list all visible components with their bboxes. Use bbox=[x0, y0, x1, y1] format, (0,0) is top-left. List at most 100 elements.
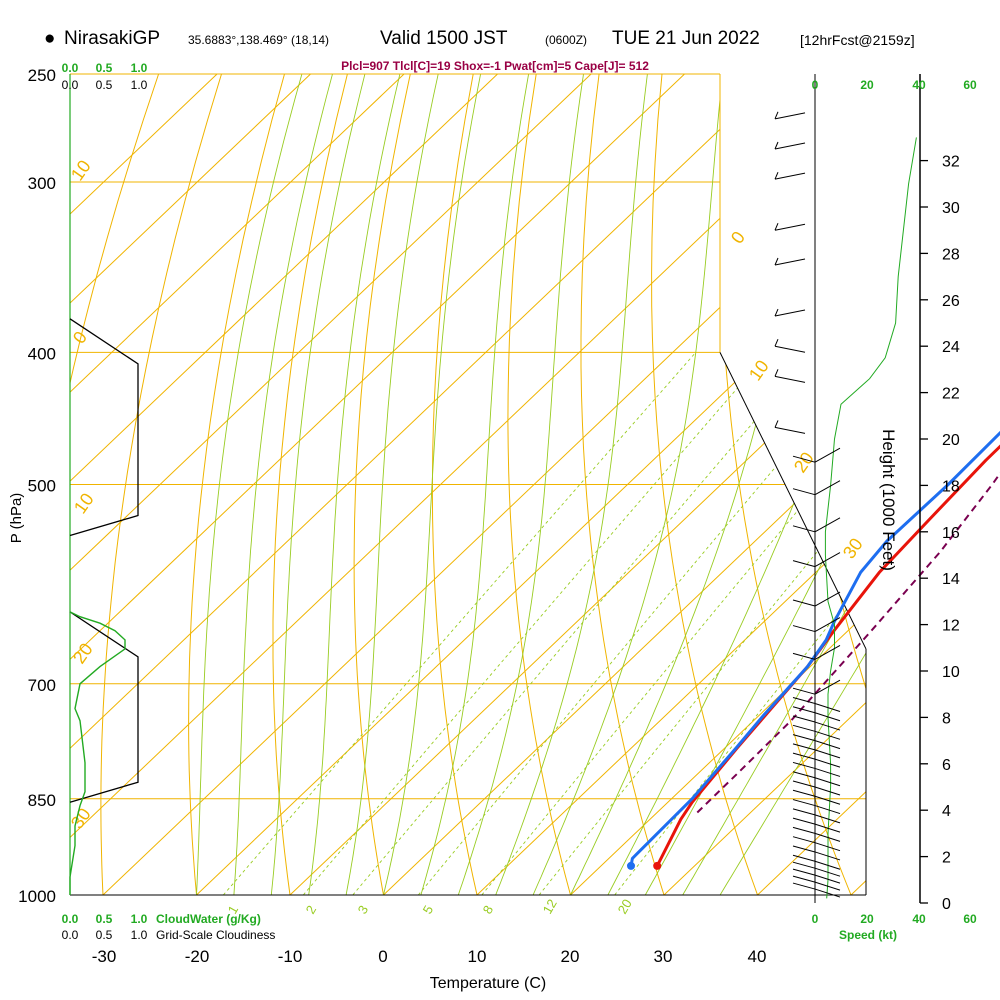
mixing-ratio-label: 20 bbox=[615, 896, 635, 916]
valid-date: TUE 21 Jun 2022 bbox=[612, 28, 760, 49]
wind-barb bbox=[774, 309, 806, 317]
wind-barb bbox=[814, 447, 841, 463]
pressure-tick-label: 850 bbox=[28, 791, 56, 810]
moist-adiabat bbox=[308, 74, 401, 895]
wind-barb-feather bbox=[774, 308, 779, 317]
wind-barb-feather bbox=[792, 845, 816, 853]
isotherm-label: 30 bbox=[67, 804, 95, 832]
moist-adiabat bbox=[532, 74, 724, 895]
parcel-line bbox=[696, 471, 1000, 814]
dry-adiabat bbox=[850, 74, 866, 895]
wind-barb bbox=[774, 172, 806, 180]
speed-bottom-tick: 20 bbox=[860, 912, 874, 926]
wind-barb bbox=[774, 258, 806, 266]
y-axis-label: P (hPa) bbox=[8, 493, 25, 544]
isotherm-label: 20 bbox=[69, 639, 97, 667]
mixing-ratio-line bbox=[352, 352, 814, 895]
cloud-scale-bottom: 0.5 bbox=[96, 912, 113, 926]
moist-adiabat bbox=[644, 74, 866, 895]
isotherm-line bbox=[663, 74, 866, 895]
height-tick-label: 32 bbox=[942, 154, 960, 171]
wind-barb-feather bbox=[792, 752, 816, 760]
height-tick-label: 20 bbox=[942, 432, 960, 449]
isotherm-label: 20 bbox=[790, 448, 818, 476]
speed-bottom-tick: 0 bbox=[812, 912, 819, 926]
height-tick-label: 12 bbox=[942, 618, 960, 635]
isotherm-label: 10 bbox=[67, 156, 95, 184]
dry-adiabat bbox=[353, 74, 411, 895]
height-tick-label: 14 bbox=[942, 571, 960, 588]
isotherm-line bbox=[70, 74, 685, 895]
wind-barb-feather bbox=[774, 339, 779, 347]
speed-axis-label: Speed (kt) bbox=[839, 928, 897, 942]
wind-barb bbox=[814, 860, 841, 870]
wind-barb bbox=[814, 721, 841, 731]
wind-barb bbox=[814, 814, 841, 824]
wind-barb bbox=[814, 881, 841, 891]
pressure-tick-label: 400 bbox=[28, 344, 56, 363]
dry-adiabat bbox=[188, 74, 285, 895]
wind-barb-feather bbox=[792, 861, 816, 869]
wind-barb-feather bbox=[792, 875, 816, 883]
wind-barb bbox=[814, 480, 841, 496]
moist-adiabat bbox=[345, 74, 439, 895]
height-tick-label: 6 bbox=[942, 757, 951, 774]
mixing-ratio-line bbox=[417, 352, 866, 895]
wind-barb-feather bbox=[792, 560, 816, 568]
forecast-info: [12hrFcst@2159z] bbox=[800, 32, 915, 48]
wind-barb-feather bbox=[792, 868, 816, 876]
moist-adiabat bbox=[420, 74, 530, 895]
wind-barb bbox=[814, 730, 841, 740]
pressure-tick-label: 500 bbox=[28, 477, 56, 496]
wind-barb-feather bbox=[774, 171, 779, 180]
pressure-tick-label: 1000 bbox=[18, 887, 56, 906]
wind-barb bbox=[774, 375, 806, 383]
valid-time: Valid 1500 JST bbox=[380, 28, 508, 49]
mixing-ratio-label: 5 bbox=[420, 903, 437, 917]
wind-barb-feather bbox=[774, 369, 779, 377]
wind-barb-feather bbox=[792, 836, 816, 844]
station-coords: 35.6883°,138.469° (18,14) bbox=[188, 33, 330, 47]
cloudiness-scale-top: 0.0 bbox=[62, 78, 79, 92]
height-tick-label: 28 bbox=[942, 246, 960, 263]
dry-adiabat bbox=[719, 74, 864, 895]
isotherm-line bbox=[70, 74, 311, 895]
dry-adiabat bbox=[272, 74, 348, 895]
wind-barb bbox=[814, 749, 841, 759]
isotherm-label: 10 bbox=[745, 356, 773, 384]
wind-barb-feather bbox=[774, 141, 779, 150]
cloud-water-label: CloudWater (g/Kg) bbox=[156, 912, 261, 926]
height-tick-label: 22 bbox=[942, 386, 960, 403]
height-tick-label: 30 bbox=[942, 200, 960, 217]
profile-series bbox=[69, 430, 1000, 895]
temperature-tick-label: 30 bbox=[654, 947, 673, 966]
wind-barb-feather bbox=[792, 808, 816, 816]
wind-barb bbox=[814, 617, 841, 632]
wind-barb bbox=[814, 888, 841, 898]
wind-barb-feather bbox=[792, 599, 816, 607]
mixing-ratio-line bbox=[481, 352, 866, 895]
wind-barb bbox=[814, 679, 841, 695]
wind-barb bbox=[814, 832, 841, 842]
speed-top-tick: 60 bbox=[963, 78, 977, 92]
temperature-surface-dot bbox=[653, 861, 662, 870]
wind-barb-feather bbox=[792, 734, 816, 742]
isotherm-line bbox=[476, 74, 866, 895]
moist-adiabat bbox=[233, 74, 333, 895]
wind-barb-feather bbox=[792, 724, 816, 732]
station-name: NirasakiGP bbox=[64, 28, 161, 49]
moist-adiabat bbox=[196, 74, 303, 895]
height-tick-label: 8 bbox=[942, 710, 951, 727]
moist-adiabat bbox=[270, 74, 366, 895]
cloudiness-profile bbox=[69, 318, 139, 537]
wind-barb-feather bbox=[792, 854, 816, 862]
wind-barb bbox=[774, 112, 806, 120]
temperature-line bbox=[655, 444, 1000, 867]
dewpoint-line bbox=[629, 430, 1000, 867]
parcel-parameters: Plcl=907 Tlcl[C]=19 Shox=-1 Pwat[cm]=5 C… bbox=[341, 59, 649, 73]
wind-speed-line bbox=[824, 137, 917, 899]
wind-barb bbox=[814, 874, 841, 884]
dewpoint-surface-dot bbox=[627, 861, 636, 870]
temperature-tick-label: 20 bbox=[561, 947, 580, 966]
